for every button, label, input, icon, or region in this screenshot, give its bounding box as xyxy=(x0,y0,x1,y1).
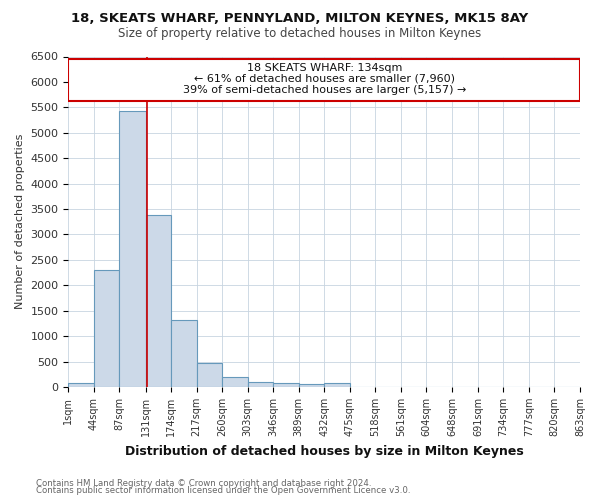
Bar xyxy=(146,215,171,387)
Bar xyxy=(119,112,146,387)
Text: Contains HM Land Registry data © Crown copyright and database right 2024.: Contains HM Land Registry data © Crown c… xyxy=(36,478,371,488)
Text: 18 SKEATS WHARF: 134sqm: 18 SKEATS WHARF: 134sqm xyxy=(247,62,402,72)
Text: 39% of semi-detached houses are larger (5,157) →: 39% of semi-detached houses are larger (… xyxy=(182,86,466,96)
Text: ← 61% of detached houses are smaller (7,960): ← 61% of detached houses are smaller (7,… xyxy=(194,74,455,84)
Bar xyxy=(197,362,222,387)
Bar xyxy=(68,383,94,387)
Bar xyxy=(273,384,299,387)
Text: 18, SKEATS WHARF, PENNYLAND, MILTON KEYNES, MK15 8AY: 18, SKEATS WHARF, PENNYLAND, MILTON KEYN… xyxy=(71,12,529,26)
X-axis label: Distribution of detached houses by size in Milton Keynes: Distribution of detached houses by size … xyxy=(125,444,524,458)
Bar xyxy=(299,384,324,387)
Bar xyxy=(171,320,197,387)
Text: Size of property relative to detached houses in Milton Keynes: Size of property relative to detached ho… xyxy=(118,28,482,40)
Text: Contains public sector information licensed under the Open Government Licence v3: Contains public sector information licen… xyxy=(36,486,410,495)
Y-axis label: Number of detached properties: Number of detached properties xyxy=(15,134,25,310)
Bar xyxy=(248,382,273,387)
Bar xyxy=(324,384,350,387)
Bar xyxy=(222,378,248,387)
FancyBboxPatch shape xyxy=(68,58,580,101)
Bar xyxy=(94,270,119,387)
